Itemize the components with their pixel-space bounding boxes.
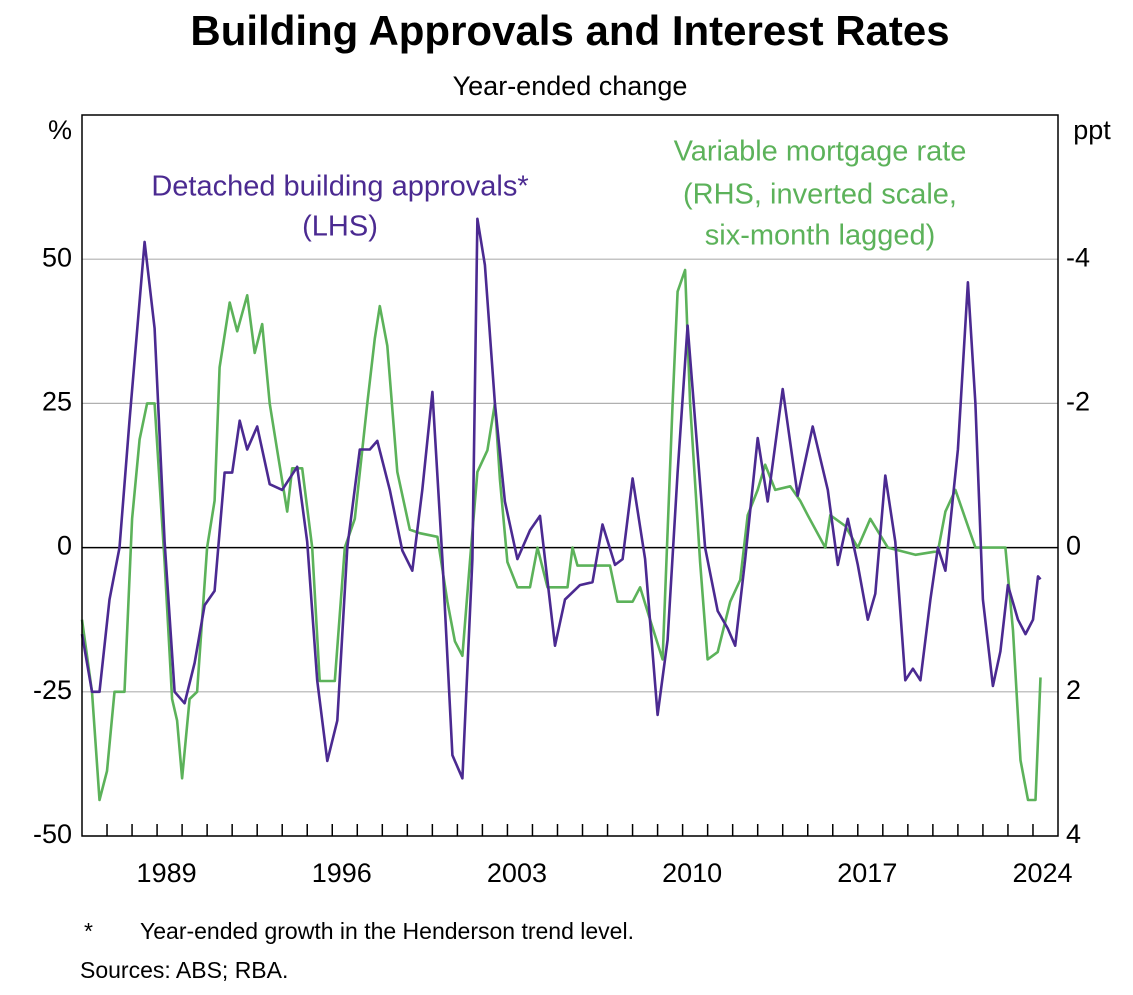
y2-axis-unit: ppt <box>1073 115 1111 145</box>
chart-subtitle: Year-ended change <box>453 71 688 101</box>
series-label: Detached building approvals* <box>151 171 528 203</box>
footnote-marker: * <box>84 918 93 944</box>
series-line <box>80 268 1042 802</box>
x-tick-label: 2003 <box>487 858 547 888</box>
series-line <box>80 217 1042 780</box>
y2-tick-label: 2 <box>1066 675 1081 705</box>
y-tick-label: -50 <box>33 819 72 849</box>
series-label: Variable mortgage rate <box>674 136 967 168</box>
y-tick-label: 25 <box>42 387 72 417</box>
x-tick-label: 1996 <box>312 858 372 888</box>
x-tick-label: 1989 <box>137 858 197 888</box>
y2-tick-label: 0 <box>1066 531 1081 561</box>
annotation: (RHS, inverted scale, <box>683 179 957 211</box>
plot-frame <box>81 114 1059 837</box>
y-tick-label: 50 <box>42 242 72 272</box>
chart-title: Building Approvals and Interest Rates <box>190 7 949 54</box>
y2-tick-label: -2 <box>1066 387 1090 417</box>
y-tick-label: 0 <box>57 531 72 561</box>
y-axis-unit: % <box>48 115 72 145</box>
y2-tick-label: -4 <box>1066 242 1090 272</box>
x-tick-label: 2010 <box>662 858 722 888</box>
annotation: six-month lagged) <box>705 220 936 252</box>
footnote: Year-ended growth in the Henderson trend… <box>140 918 634 944</box>
y2-tick-label: 4 <box>1066 819 1081 849</box>
source-note: Sources: ABS; RBA. <box>80 957 288 983</box>
y-tick-label: -25 <box>33 675 72 705</box>
annotation: (LHS) <box>302 211 378 243</box>
x-tick-label: 2024 <box>1012 858 1072 888</box>
x-tick-label: 2017 <box>837 858 897 888</box>
